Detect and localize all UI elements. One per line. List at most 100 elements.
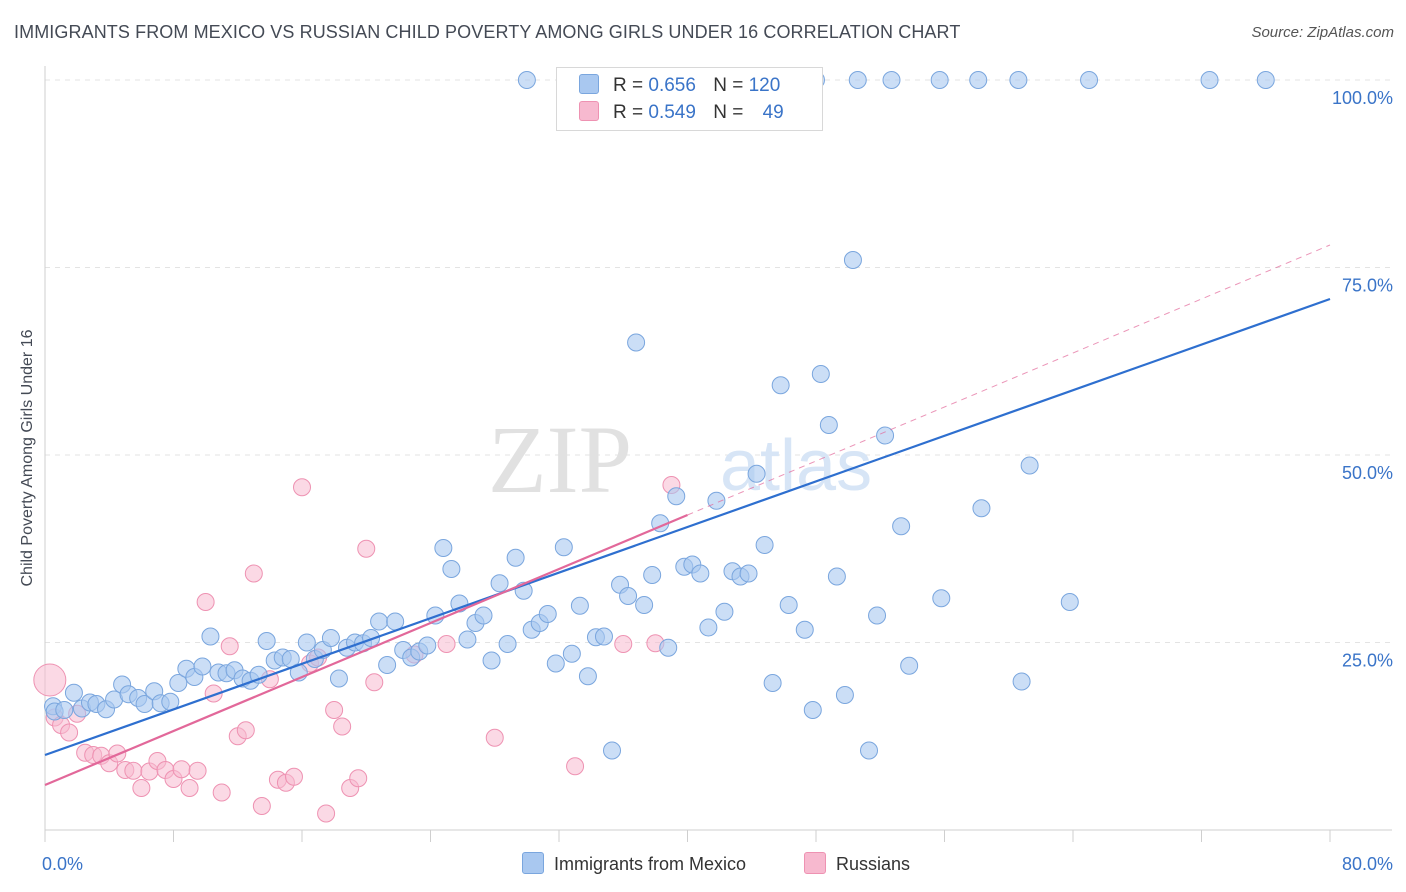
mexico-point xyxy=(969,71,988,89)
mexico-point xyxy=(892,517,911,536)
russians-point xyxy=(196,593,215,611)
legend-r-label: R = xyxy=(613,102,644,123)
mexico-point xyxy=(972,499,991,518)
mexico-point xyxy=(55,701,74,719)
watermark-atlas: atlas xyxy=(720,426,872,506)
correlation-legend: R = 0.656 N = 120 R = 0.549 N = 49 xyxy=(556,67,823,131)
russians-point xyxy=(293,478,311,497)
mexico-point xyxy=(1200,71,1219,89)
mexico-point xyxy=(930,71,949,89)
mexico-point xyxy=(932,589,951,608)
mexico-point xyxy=(506,548,525,567)
mexico-point xyxy=(699,618,718,637)
russians-point xyxy=(614,635,633,653)
legend-r-label: R = xyxy=(613,75,644,96)
mexico-point xyxy=(691,564,710,583)
y-tick-label-100: 100.0% xyxy=(1332,88,1393,108)
mexico-point xyxy=(362,629,381,647)
mexico-point xyxy=(643,566,662,584)
mexico-point xyxy=(1012,672,1031,691)
mexico-point xyxy=(1080,71,1099,89)
mexico-point xyxy=(297,633,316,652)
legend-n-label: N = xyxy=(713,75,744,96)
mexico-point xyxy=(517,71,536,89)
mexico-point xyxy=(370,612,389,631)
mexico-point xyxy=(819,416,838,434)
russians-point xyxy=(325,701,344,719)
mexico-point xyxy=(169,674,188,692)
mexico-point xyxy=(578,667,597,686)
bottom-legend-label-russians: Russians xyxy=(836,854,911,874)
mexico-point xyxy=(378,656,397,674)
mexico-point xyxy=(329,669,348,688)
russians-point xyxy=(244,564,263,583)
mexico-point xyxy=(848,71,867,89)
mexico-point xyxy=(667,487,686,506)
mexico-point xyxy=(490,574,509,593)
legend-row-russians: R = 0.549 N = 49 xyxy=(579,101,784,127)
mexico-point xyxy=(434,539,453,557)
x-tick-label-min: 0.0% xyxy=(42,854,83,874)
mexico-point xyxy=(64,683,83,702)
mexico-point xyxy=(635,596,654,614)
mexico-point xyxy=(747,464,766,483)
legend-n-value-russians: 49 xyxy=(762,102,784,123)
mexico-point xyxy=(876,426,895,445)
mexico-point xyxy=(659,638,678,657)
y-tick-label-75: 75.0% xyxy=(1342,276,1393,296)
y-tick-label-50: 50.0% xyxy=(1342,463,1393,483)
russians-point xyxy=(188,761,207,780)
russians-point xyxy=(365,673,384,692)
mexico-point xyxy=(627,333,646,352)
mexico-point xyxy=(1256,71,1275,89)
russians-point xyxy=(220,637,239,656)
mexico-point xyxy=(619,587,638,605)
mexico-point xyxy=(1020,456,1039,475)
mexico-point xyxy=(201,627,220,646)
mexico-point xyxy=(755,536,774,554)
mexico-point xyxy=(594,627,613,646)
mexico-point xyxy=(715,602,734,621)
legend-swatch-russians xyxy=(579,101,599,121)
mexico-point xyxy=(482,651,501,670)
mexico-point xyxy=(795,620,814,639)
mexico-point xyxy=(827,567,846,586)
x-tick-label-max: 80.0% xyxy=(1342,854,1393,874)
legend-n-value-mexico: 120 xyxy=(748,75,781,96)
mexico-point xyxy=(860,741,879,760)
mexico-point xyxy=(803,701,822,719)
mexico-point xyxy=(771,376,790,395)
russians-point xyxy=(124,761,143,780)
russians-point xyxy=(132,779,151,797)
mexico-point xyxy=(739,564,758,583)
watermark: ZIP atlas xyxy=(488,406,872,513)
mexico-point xyxy=(900,656,919,675)
mexico-point xyxy=(779,596,798,614)
russians-point xyxy=(60,723,79,742)
russians-point xyxy=(212,783,231,802)
mexico-point xyxy=(811,365,830,383)
bottom-legend-russians: Russians xyxy=(804,852,910,875)
russians-point xyxy=(180,779,199,797)
russians-point xyxy=(252,797,271,815)
mexico-point xyxy=(474,606,493,625)
mexico-point xyxy=(554,538,573,557)
russians-point xyxy=(357,539,376,558)
legend-swatch-mexico xyxy=(579,74,599,94)
mexico-point xyxy=(843,251,862,269)
russians-point xyxy=(284,767,303,786)
mexico-point xyxy=(603,741,622,760)
mexico-trend-line xyxy=(44,297,1331,757)
trend-lines xyxy=(44,244,1331,787)
mexico-point xyxy=(442,560,461,578)
grid-lines xyxy=(45,79,1392,643)
russians-point xyxy=(236,721,255,740)
legend-r-value-mexico: 0.656 xyxy=(648,75,696,96)
russians-point xyxy=(349,769,368,788)
mexico-point xyxy=(882,71,901,89)
russians-point xyxy=(172,760,191,779)
bottom-legend-label-mexico: Immigrants from Mexico xyxy=(554,854,747,874)
mexico-point xyxy=(1060,593,1079,611)
russians-point xyxy=(333,717,352,736)
russians-trend-line xyxy=(44,513,688,787)
